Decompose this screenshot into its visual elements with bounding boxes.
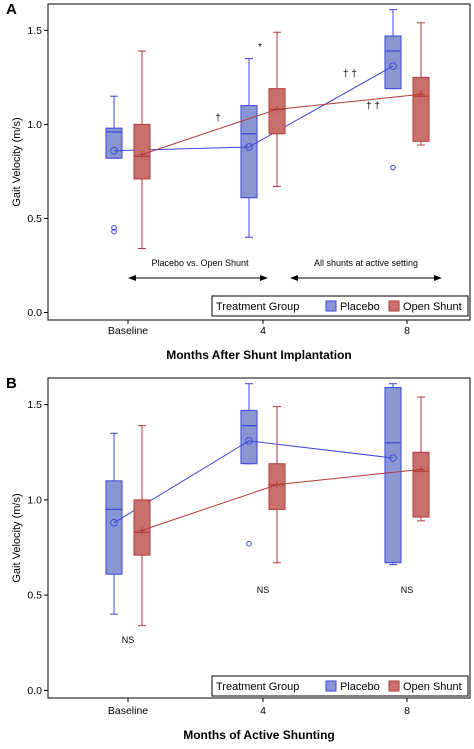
arrow-left-head-right (260, 275, 268, 281)
box-iqr (412, 76, 430, 142)
legend-swatch-placebo (325, 680, 337, 692)
y-tick-label: 1.5 (27, 399, 42, 411)
panel-a-x-ticks: Baseline 4 8 (108, 320, 410, 337)
open-shunt-mean-marker (138, 526, 146, 534)
sig-dd-shunt: † † (366, 101, 380, 112)
y-tick-label: 0.0 (27, 685, 42, 697)
outlier-point (390, 164, 396, 171)
placebo-box-2 (384, 9, 402, 171)
placebo-box-0 (105, 95, 123, 235)
legend-label-placebo: Placebo (340, 681, 380, 693)
y-tick-label: 0.5 (27, 213, 42, 225)
open-shunt-mean-marker (417, 90, 425, 98)
outlier-point (246, 540, 252, 547)
y-tick-label: 1.5 (27, 25, 42, 37)
x-tick-label: 4 (260, 705, 266, 717)
placebo-box-2 (384, 383, 402, 566)
box-iqr (412, 451, 430, 518)
panel-a: A Gait Velocity (m/s) Months After Shunt… (6, 1, 471, 362)
panel-a-marks (105, 9, 430, 250)
y-tick-label: 0.5 (27, 590, 42, 602)
placebo-mean-marker (389, 454, 397, 462)
box-iqr (240, 105, 258, 199)
panel-a-x-axis-label: Months After Shunt Implantation (166, 348, 352, 362)
panel-b-legend: Treatment Group Placebo Open Shunt (211, 675, 469, 697)
arrow-left-head-left (128, 275, 136, 281)
placebo-mean-marker (245, 437, 253, 445)
x-tick-label: 8 (404, 325, 410, 337)
sig-star: * (258, 42, 262, 53)
panel-b-y-axis-label: Gait Velocity (m/s) (11, 493, 23, 582)
panel-a-letter: A (6, 1, 17, 18)
panel-b-y-ticks: 0.0 0.5 1.0 1.5 (27, 399, 48, 697)
ns-8: NS (401, 585, 414, 595)
legend-frame (211, 295, 469, 317)
legend-label-placebo: Placebo (340, 301, 380, 313)
outlier-point (111, 225, 117, 231)
open-shunt-mean-marker (273, 105, 281, 113)
x-tick-label: 8 (404, 705, 410, 717)
panel-a-plot-frame (47, 3, 471, 321)
box-iqr (240, 409, 258, 465)
panel-b: B Gait Velocity (m/s) Months of Active S… (6, 375, 471, 742)
legend-swatch-open-shunt (388, 680, 400, 692)
ns-baseline: NS (122, 635, 135, 645)
box-iqr (384, 387, 402, 564)
placebo-box-0 (105, 432, 123, 615)
placebo-mean-marker (110, 146, 118, 155)
arrow-right-head-left (290, 275, 298, 281)
open-shunt-box-0 (133, 425, 151, 627)
box-iqr (105, 480, 123, 575)
panel-a-y-axis-label: Gait Velocity (m/s) (11, 117, 23, 206)
y-tick-label: 1.0 (27, 119, 42, 131)
placebo-mean-line (113, 65, 394, 152)
open-shunt-mean-marker (417, 465, 425, 473)
open-shunt-box-0 (133, 50, 151, 250)
placebo-mean-line (113, 440, 394, 524)
sig-dd-placebo: † † (343, 69, 357, 80)
open-shunt-mean-marker (273, 481, 281, 489)
legend-swatch-open-shunt (388, 300, 400, 312)
x-tick-label: Baseline (108, 705, 148, 717)
panel-b-annotations: NS NS NS (122, 585, 414, 645)
panel-a-y-ticks: 0.0 0.5 1.0 1.5 (27, 25, 48, 319)
arrow-right-label: All shunts at active setting (314, 258, 418, 268)
legend-title: Treatment Group (216, 301, 299, 313)
placebo-mean-marker (110, 518, 118, 527)
legend-frame (211, 675, 469, 697)
placebo-box-1 (240, 58, 258, 238)
ns-4: NS (257, 585, 270, 595)
placebo-box-1 (240, 383, 258, 547)
panel-a-legend: Treatment Group Placebo Open Shunt (211, 295, 469, 317)
y-tick-label: 1.0 (27, 494, 42, 506)
sig-dagger: † (215, 113, 221, 124)
panel-a-annotations: Placebo vs. Open Shunt All shunts at act… (128, 42, 442, 281)
panel-b-plot-frame (47, 377, 471, 699)
legend-title: Treatment Group (216, 681, 299, 693)
placebo-mean-marker (389, 62, 397, 70)
arrow-right-head-right (434, 275, 442, 281)
arrow-left-label: Placebo vs. Open Shunt (151, 258, 249, 268)
placebo-mean-marker (245, 143, 253, 151)
x-tick-label: 4 (260, 325, 266, 337)
y-tick-label: 0.0 (27, 307, 42, 319)
panel-b-letter: B (6, 375, 17, 392)
legend-swatch-placebo (325, 300, 337, 312)
panel-b-marks (105, 383, 430, 627)
legend-label-open-shunt: Open Shunt (403, 681, 462, 693)
open-shunt-mean-marker (138, 150, 146, 158)
panel-b-x-axis-label: Months of Active Shunting (183, 728, 335, 742)
outlier-point (111, 228, 117, 235)
open-shunt-box-2 (412, 396, 430, 522)
x-tick-label: Baseline (108, 325, 148, 337)
legend-label-open-shunt: Open Shunt (403, 301, 462, 313)
open-shunt-box-2 (412, 22, 430, 146)
panel-b-x-ticks: Baseline 4 8 (108, 698, 410, 717)
